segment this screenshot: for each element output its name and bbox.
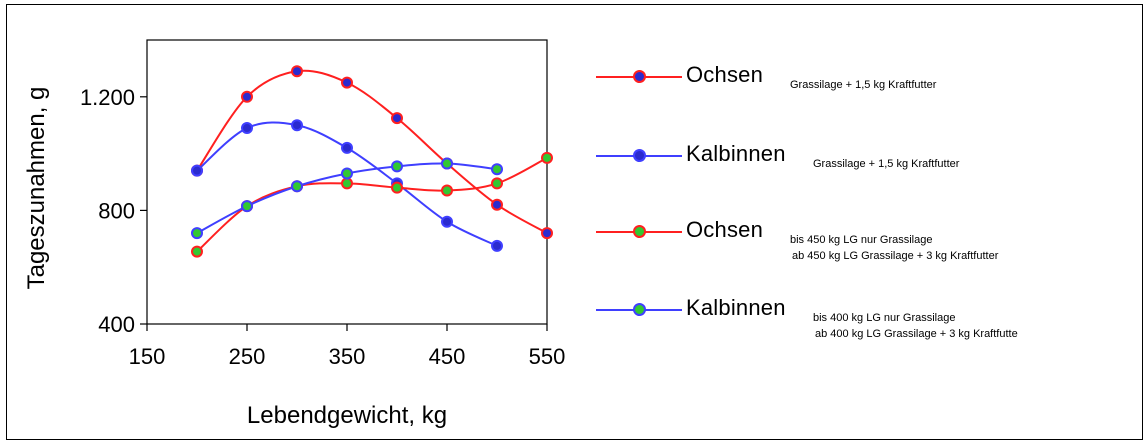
series-1-point xyxy=(241,90,253,103)
y-tick-label: 1.200 xyxy=(80,85,135,110)
series-3-point xyxy=(341,177,353,190)
chart-frame xyxy=(6,4,1143,440)
legend-series-note: ab 400 kg LG Grassilage + 3 kg Kraftfutt… xyxy=(815,328,1018,340)
series-1-point xyxy=(291,65,303,78)
y-tick-label: 800 xyxy=(98,198,135,223)
x-tick-label: 150 xyxy=(129,344,166,369)
x-axis-label: Lebendgewicht, kg xyxy=(247,402,447,429)
series-1-point xyxy=(341,76,353,89)
series-3-point xyxy=(441,184,453,197)
series-4-point xyxy=(291,180,303,193)
legend-series-note: ab 450 kg LG Grassilage + 3 kg Kraftfutt… xyxy=(792,250,999,262)
series-2-point xyxy=(241,122,253,135)
legend-series-note: bis 400 kg LG nur Grassilage xyxy=(813,312,956,324)
legend-marker xyxy=(633,303,646,316)
series-4-point xyxy=(441,157,453,170)
y-axis-label: Tageszunahmen, g xyxy=(23,87,50,290)
series-4-point xyxy=(241,200,253,213)
y-tick-label: 400 xyxy=(98,312,135,337)
legend-series-note: Grassilage + 1,5 kg Kraftfutter xyxy=(790,79,937,91)
legend-series-name: Kalbinnen xyxy=(686,295,786,320)
legend-marker xyxy=(633,70,646,83)
legend-series-note: Grassilage + 1,5 kg Kraftfutter xyxy=(813,158,960,170)
legend-marker xyxy=(633,225,646,238)
legend-marker xyxy=(633,149,646,162)
legend-series-name: Kalbinnen xyxy=(686,141,786,166)
series-1-point xyxy=(541,227,553,240)
series-3-point xyxy=(391,181,403,194)
series-3-point xyxy=(541,151,553,164)
legend-series-note: bis 450 kg LG nur Grassilage xyxy=(790,234,933,246)
series-2-point xyxy=(491,239,503,252)
x-tick-label: 350 xyxy=(329,344,366,369)
legend-series-name: Ochsen xyxy=(686,62,764,87)
series-2-point xyxy=(291,119,303,132)
series-2-point xyxy=(191,164,203,177)
series-4-point xyxy=(341,167,353,180)
series-4-point xyxy=(191,227,203,240)
legend-series-name: Ochsen xyxy=(686,217,764,242)
x-tick-label: 550 xyxy=(529,344,566,369)
series-2-point xyxy=(441,215,453,228)
x-tick-label: 450 xyxy=(429,344,466,369)
series-3-point xyxy=(491,177,503,190)
series-2-point xyxy=(341,141,353,154)
series-3-point xyxy=(191,245,203,258)
x-tick-label: 250 xyxy=(229,344,266,369)
series-1-point xyxy=(491,198,503,211)
series-4-point xyxy=(491,163,503,176)
series-4-point xyxy=(391,160,403,173)
series-1-point xyxy=(391,112,403,125)
